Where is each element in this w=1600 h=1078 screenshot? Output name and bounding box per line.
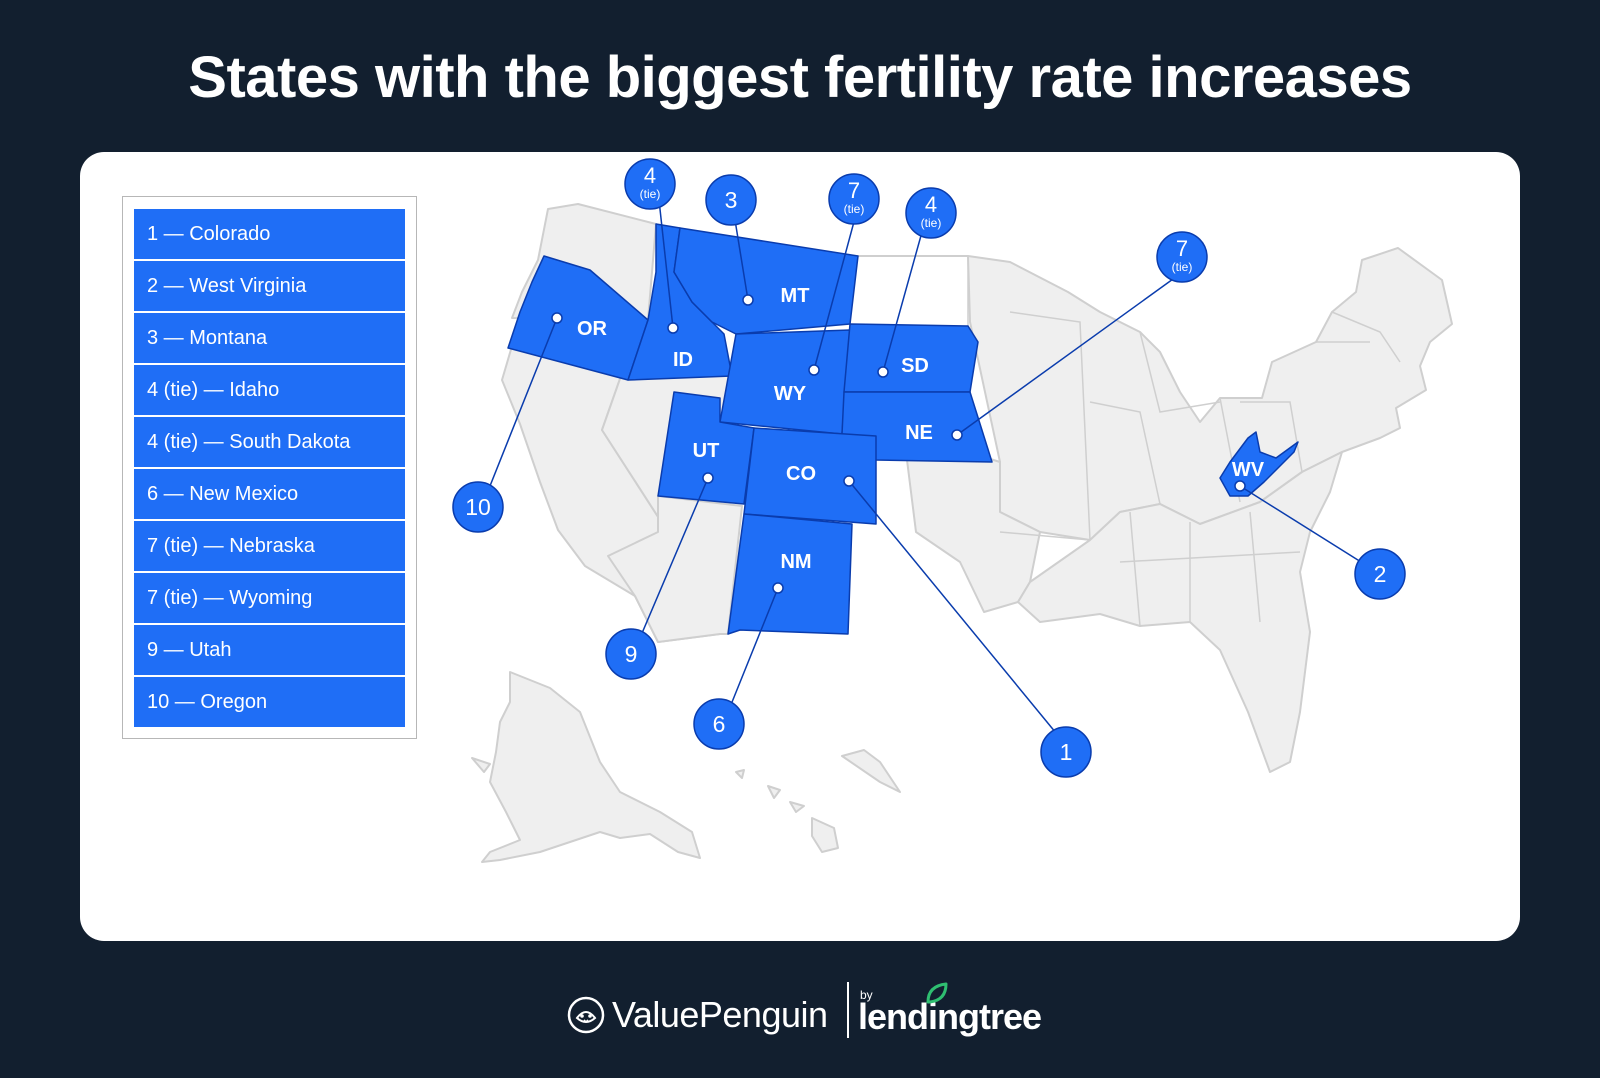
callout-rank-wy: 7 [848,178,860,203]
leaf-icon [926,982,948,1004]
legend-item: 7 (tie) — Nebraska [134,521,405,571]
state-label-co: CO [786,463,816,485]
state-label-sd: SD [901,355,929,377]
legend-item: 4 (tie) — South Dakota [134,417,405,467]
page-title: States with the biggest fertility rate i… [188,45,1412,110]
state-label-ut: UT [693,440,720,462]
legend-item: 6 — New Mexico [134,469,405,519]
state-label-id: ID [673,349,693,371]
state-label-ne: NE [905,422,933,444]
state-nm [727,513,853,635]
callout-sd: 4 (tie) [905,187,957,239]
us-map: OR ID MT WY SD NE UT CO NM WV 10 4 (tie) [452,158,1453,863]
callout-rank-or: 10 [465,494,491,520]
callout-tie-id: (tie) [640,187,661,201]
state-co [743,427,877,525]
state-hi-3 [789,801,805,813]
callout-wv: 2 [1354,548,1406,600]
state-ne [841,391,993,463]
state-borders [967,256,1401,627]
footer: ValuePenguin by lendingtree [0,980,1600,1040]
state-label-mt: MT [781,285,810,307]
state-label-wv: WV [1232,459,1265,481]
state-wy [719,329,851,435]
state-wv [1219,431,1299,497]
by-label: by [860,988,873,1002]
callout-wy: 7 (tie) [828,173,880,225]
callout-rank-ne: 7 [1176,236,1188,261]
callout-ne: 7 (tie) [1156,231,1208,283]
state-hi-4 [811,817,839,853]
penguin-icon [567,996,605,1034]
callout-rank-id: 4 [644,163,656,188]
callout-rank-co: 1 [1060,739,1073,765]
state-sd [843,323,979,393]
state-ak [481,671,701,863]
state-mt [673,227,859,335]
state-hi-2 [767,785,781,799]
callout-rank-mt: 3 [725,187,738,213]
callout-tie-ne: (tie) [1172,260,1193,274]
callout-co: 1 [1040,726,1092,778]
state-label-wy: WY [774,383,807,405]
anchor-dots [551,294,1246,594]
callout-ut: 9 [605,628,657,680]
state-hi-1 [735,769,745,779]
footer-divider [847,982,849,1038]
callout-nm: 6 [693,698,745,750]
legend-item: 1 — Colorado [134,209,405,259]
legend-item: 2 — West Virginia [134,261,405,311]
state-south [1017,451,1343,773]
legend-item: 4 (tie) — Idaho [134,365,405,415]
callout-rank-ut: 9 [625,641,638,667]
state-ne-border [841,749,901,793]
map-card: OR ID MT WY SD NE UT CO NM WV 10 4 (tie) [80,152,1520,941]
callouts: 10 4 (tie) 3 7 (tie) 4 (tie) [452,158,1406,778]
callout-id: 4 (tie) [624,158,676,210]
state-label-or: OR [577,318,608,340]
leader-lines [481,199,1378,751]
state-label-nm: NM [780,551,811,573]
legend-item: 10 — Oregon [134,677,405,727]
callout-mt: 3 [705,174,757,226]
partner-name: lendingtree [858,996,1042,1037]
callout-tie-sd: (tie) [921,216,942,230]
legend-item: 9 — Utah [134,625,405,675]
legend: 1 — Colorado 2 — West Virginia 3 — Monta… [122,196,417,739]
callout-tie-wy: (tie) [844,202,865,216]
callout-rank-sd: 4 [925,192,937,217]
legend-item: 7 (tie) — Wyoming [134,573,405,623]
state-or [507,255,649,381]
state-ak-tail [471,757,491,773]
callout-or: 10 [452,481,504,533]
callout-rank-nm: 6 [713,711,726,737]
legend-item: 3 — Montana [134,313,405,363]
callout-rank-wv: 2 [1374,561,1387,587]
brand-name: ValuePenguin [612,994,828,1035]
state-az [607,495,743,643]
